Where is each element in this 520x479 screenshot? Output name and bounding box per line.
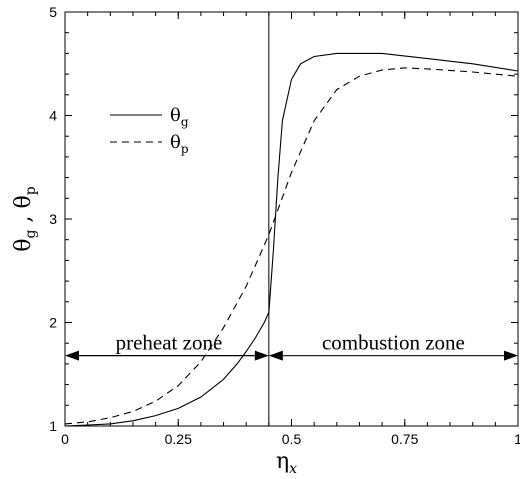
series-line-p: [64, 67, 519, 425]
y-tick-label: 2: [49, 315, 57, 331]
y-axis-title: θg , θp: [11, 186, 39, 251]
preheat-arrowhead-left: [65, 350, 79, 361]
annotation-layer: preheat zone combustion zone: [65, 12, 518, 426]
legend-label-g: θg: [170, 105, 189, 129]
y-tick-label: 3: [49, 211, 57, 227]
preheat-zone-label: preheat zone: [116, 331, 223, 355]
x-tick-label: 0: [61, 431, 69, 447]
combustion-arrowhead-right: [504, 350, 518, 361]
y-tick-label: 4: [49, 108, 57, 124]
y-tick-label: 5: [49, 4, 57, 20]
x-tick-label: 1: [514, 431, 520, 447]
series-line-g: [64, 52, 519, 427]
y-tick-label: 1: [49, 418, 57, 434]
x-tick-label: 0.75: [391, 431, 418, 447]
combustion-zone-label: combustion zone: [322, 331, 465, 355]
legend-label-p: θp: [170, 132, 189, 156]
plot-frame: [64, 11, 519, 427]
x-tick-label: 0.5: [282, 431, 302, 447]
combustion-arrowhead-left: [268, 350, 283, 361]
preheat-arrowhead-right: [254, 350, 269, 361]
axes-layer: 0 0.25 0.5 0.75 1 1 2 3 4 5: [49, 4, 520, 447]
legend: θg θp: [110, 105, 189, 156]
x-tick-label: 0.25: [165, 431, 192, 447]
series-layer: [64, 52, 519, 427]
x-axis-title: ηx: [276, 449, 297, 477]
axis-labels: ηx θg , θp: [11, 186, 297, 477]
